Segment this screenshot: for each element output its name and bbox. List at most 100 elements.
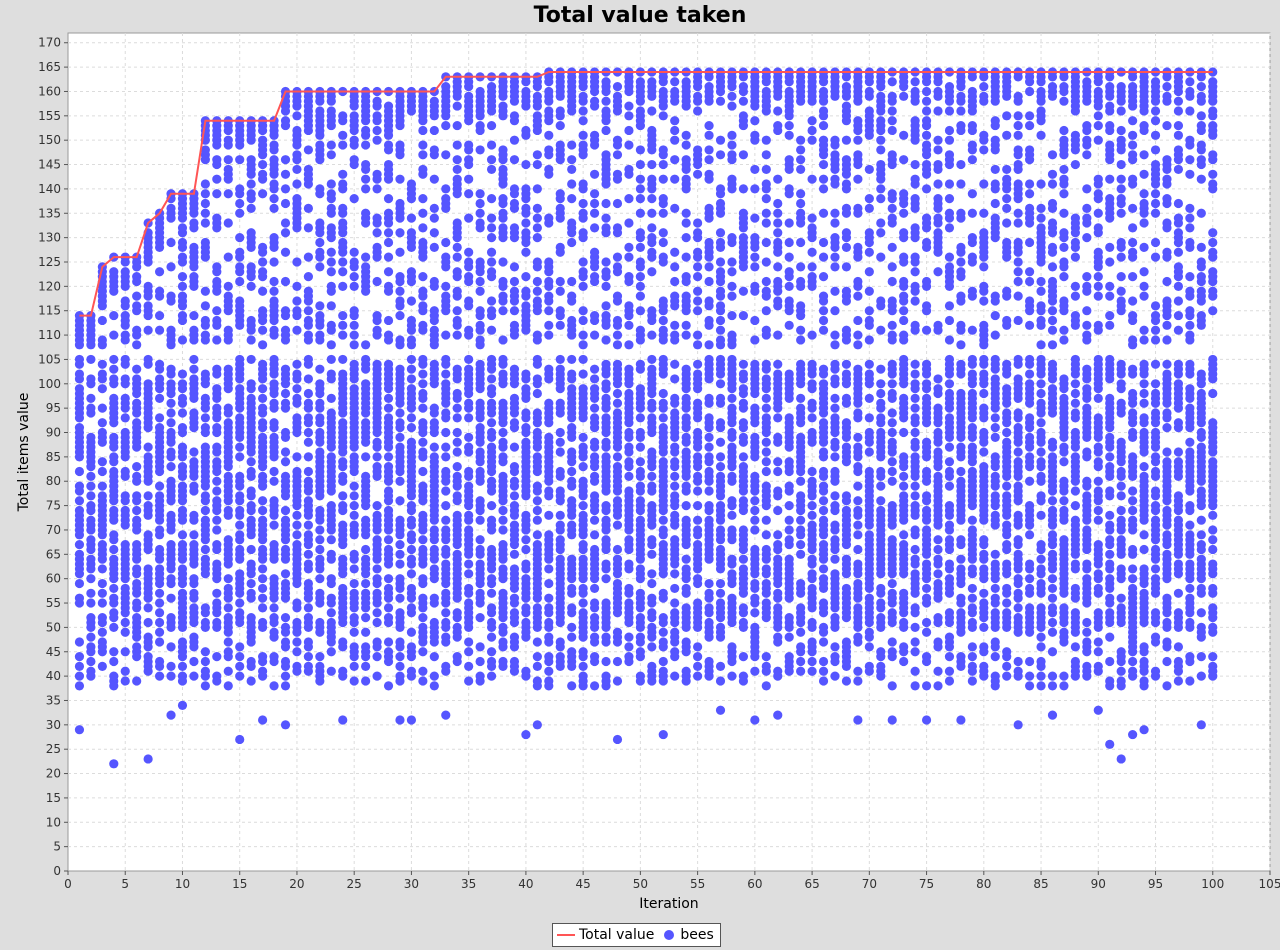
scatter-point [921, 681, 932, 691]
x-tick-label: 100 [1201, 877, 1224, 891]
scatter-point [166, 574, 176, 584]
scatter-point [486, 574, 497, 584]
scatter-point [589, 169, 600, 179]
scatter-point [486, 233, 497, 243]
scatter-point [235, 452, 245, 462]
scatter-point [612, 388, 623, 399]
scatter-point [853, 520, 863, 530]
scatter-point [200, 393, 210, 404]
scatter-point [120, 676, 130, 686]
scatter-point [418, 306, 428, 316]
scatter-point [658, 398, 668, 408]
scatter-point [361, 164, 371, 175]
scatter-point [635, 242, 645, 252]
scatter-point [74, 330, 85, 340]
scatter-point [544, 106, 554, 116]
scatter-point [681, 481, 691, 491]
scatter-point [658, 666, 668, 676]
scatter-point [441, 427, 451, 438]
scatter-point [601, 525, 611, 535]
scatter-point [532, 262, 542, 272]
scatter-point [670, 442, 680, 452]
scatter-point [624, 617, 634, 628]
scatter-point [830, 613, 840, 623]
scatter-point [670, 554, 680, 564]
scatter-point [807, 569, 817, 579]
scatter-point [280, 520, 291, 530]
scatter-point [200, 505, 210, 516]
scatter-point [200, 155, 210, 165]
scatter-point [326, 354, 336, 365]
scatter-point [315, 252, 325, 262]
scatter-point [635, 291, 645, 301]
scatter-point [280, 228, 291, 238]
scatter-point [876, 388, 886, 399]
scatter-point [361, 272, 371, 282]
scatter-point [189, 530, 199, 540]
scatter-point [532, 374, 542, 384]
scatter-point [452, 140, 462, 150]
scatter-point [452, 242, 462, 252]
scatter-point [395, 247, 405, 257]
scatter-point [498, 427, 508, 438]
scatter-point [624, 471, 634, 481]
scatter-point [612, 452, 623, 462]
scatter-point [395, 583, 405, 594]
scatter-point [830, 237, 840, 248]
scatter-point [681, 218, 691, 228]
scatter-point [567, 237, 577, 248]
scatter-point [784, 500, 794, 511]
scatter-point [475, 437, 485, 447]
scatter-point [418, 325, 428, 335]
scatter-point [349, 661, 359, 671]
scatter-point [807, 500, 817, 511]
axes: 0 5 10 15 20 25 30 35 40 45 50 55 60 65 70 75 80 85 90 95 10… [38, 36, 1280, 891]
scatter-point [441, 515, 451, 525]
scatter-point [899, 593, 909, 603]
scatter-point [773, 198, 783, 209]
scatter-point [876, 398, 886, 408]
scatter-point [670, 408, 680, 418]
scatter-point [395, 408, 405, 418]
scatter-point [624, 505, 634, 516]
scatter-point [235, 184, 245, 194]
scatter-point [567, 661, 577, 671]
scatter-point [74, 466, 85, 477]
scatter-point [818, 437, 829, 447]
scatter-point [441, 184, 451, 194]
scatter-point [635, 77, 645, 87]
scatter-point [246, 588, 256, 598]
scatter-point [818, 637, 829, 647]
scatter-point [406, 242, 417, 252]
scatter-point [109, 656, 119, 667]
scatter-point [258, 169, 268, 179]
scatter-point [624, 656, 634, 667]
scatter-point [521, 228, 531, 238]
scatter-point [578, 598, 588, 608]
scatter-point [326, 150, 336, 160]
scatter-point [486, 500, 497, 511]
scatter-point [601, 359, 611, 369]
scatter-point [315, 535, 325, 545]
scatter-point [132, 554, 142, 564]
scatter-point [452, 437, 462, 447]
scatter-point [796, 379, 806, 389]
scatter-point [853, 447, 863, 457]
scatter-point [761, 379, 771, 389]
scatter-point [670, 652, 680, 662]
scatter-point [658, 354, 668, 365]
scatter-point [498, 486, 508, 496]
scatter-point [887, 77, 897, 87]
scatter-point [452, 491, 462, 501]
scatter-point [223, 325, 233, 335]
scatter-point [876, 510, 886, 520]
scatter-point [212, 120, 222, 131]
scatter-point [818, 252, 829, 262]
scatter-point [670, 86, 680, 97]
scatter-point [807, 588, 817, 598]
scatter-point [269, 617, 279, 628]
scatter-point [784, 369, 794, 379]
scatter-point [807, 666, 817, 676]
scatter-point [555, 554, 565, 564]
scatter-point [177, 491, 188, 501]
